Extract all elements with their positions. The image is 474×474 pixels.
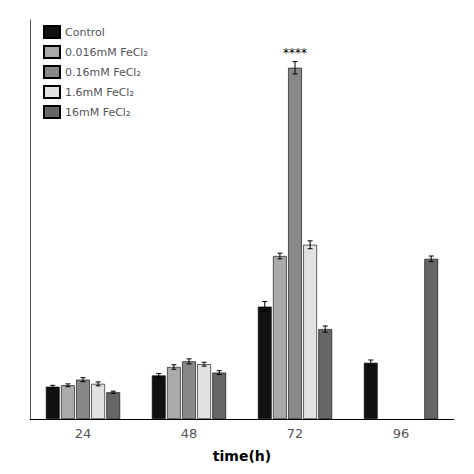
svg-text:****: **** <box>283 46 307 60</box>
svg-text:1.6mM FeCl₂: 1.6mM FeCl₂ <box>65 86 134 99</box>
svg-text:72: 72 <box>287 426 304 441</box>
svg-text:48: 48 <box>181 426 198 441</box>
svg-text:24: 24 <box>75 426 92 441</box>
svg-text:0.16mM FeCl₂: 0.16mM FeCl₂ <box>65 66 141 79</box>
svg-text:time(h): time(h) <box>213 448 271 464</box>
svg-text:Control: Control <box>65 26 105 39</box>
svg-text:0.016mM FeCl₂: 0.016mM FeCl₂ <box>65 46 148 59</box>
svg-text:96: 96 <box>393 426 410 441</box>
svg-text:16mM FeCl₂: 16mM FeCl₂ <box>65 106 130 119</box>
